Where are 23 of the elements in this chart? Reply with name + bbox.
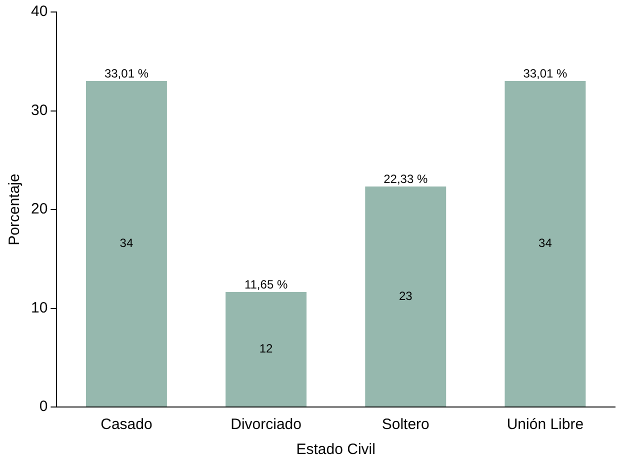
x-tick-label: Casado bbox=[100, 416, 152, 434]
data-label: 33,01 % bbox=[104, 66, 149, 80]
annotation: 12 bbox=[259, 342, 274, 356]
x-tick-label: Soltero bbox=[382, 416, 430, 434]
bar bbox=[226, 292, 307, 406]
x-tick-label: Divorciado bbox=[230, 416, 302, 434]
y-tick-label: 0 bbox=[39, 398, 48, 416]
bar bbox=[504, 81, 586, 406]
data-label: 11,65 % bbox=[244, 277, 288, 292]
annotation: 34 bbox=[120, 236, 134, 250]
annotation: 34 bbox=[538, 236, 552, 250]
bar bbox=[365, 186, 446, 406]
y-tick-label: 10 bbox=[30, 299, 48, 316]
annotation: 23 bbox=[398, 288, 413, 303]
data-label: 22,33 % bbox=[384, 172, 428, 186]
y-tick-label: 40 bbox=[30, 3, 48, 20]
y-axis-title: Porcentaje bbox=[6, 174, 24, 246]
data-label: 33,01 % bbox=[523, 66, 568, 80]
y-tick-label: 20 bbox=[30, 200, 48, 218]
x-axis-title: Estado Civil bbox=[296, 441, 376, 458]
bar bbox=[86, 81, 167, 406]
x-tick-label: Unión Libre bbox=[506, 416, 584, 434]
y-tick-label: 30 bbox=[30, 102, 48, 119]
